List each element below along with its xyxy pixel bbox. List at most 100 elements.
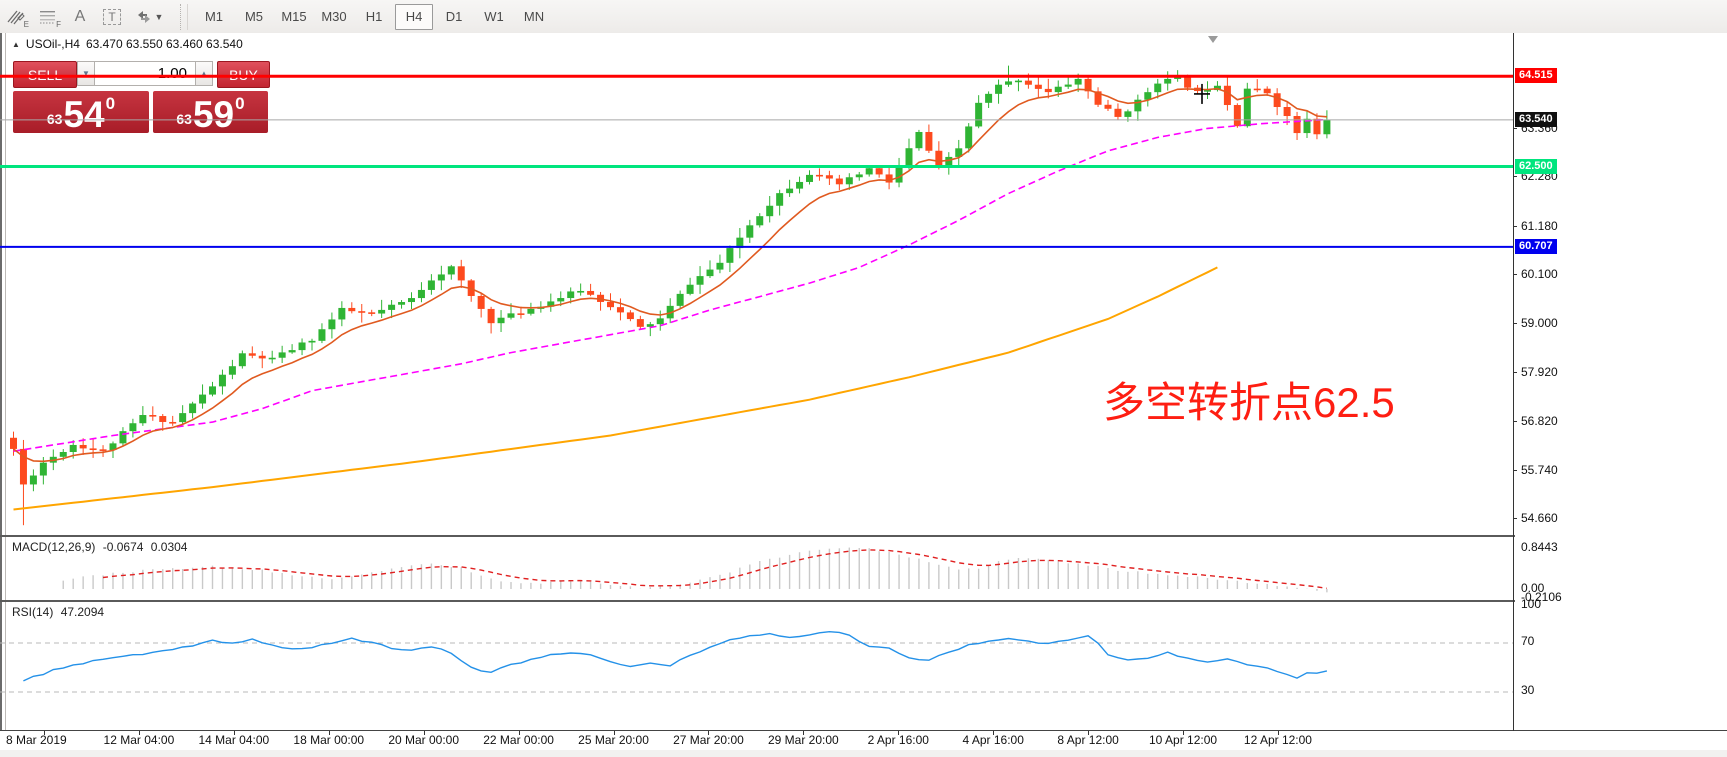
sell-button[interactable]: SELL: [13, 61, 77, 88]
time-tick-label: 10 Apr 12:00: [1149, 733, 1218, 747]
time-tick-mark: [1088, 731, 1090, 735]
price-tick-label: 60.100: [1521, 267, 1558, 282]
price-tick-label: 59.000: [1521, 316, 1558, 331]
sell-price-pip: 0: [105, 94, 116, 113]
candle-up: [308, 340, 316, 343]
candle-up: [547, 301, 555, 307]
candle-up: [656, 318, 664, 325]
label-tool-icon[interactable]: T: [97, 4, 127, 30]
timeframe-button-w1[interactable]: W1: [484, 9, 504, 24]
time-tick-mark: [44, 731, 45, 735]
time-tick-mark: [423, 731, 425, 735]
rsi-line: [23, 630, 1328, 682]
macd-panel[interactable]: [0, 537, 1513, 600]
candle-down: [1273, 93, 1281, 108]
candle-down: [358, 311, 366, 313]
candle-down: [1263, 88, 1271, 94]
candle-down: [10, 437, 17, 449]
toolbar-separator: [180, 3, 188, 30]
rsi-panel[interactable]: [0, 602, 1513, 731]
time-tick-mark: [898, 731, 900, 735]
candle-up: [995, 84, 1003, 94]
draw-lines-tool-icon[interactable]: E: [1, 4, 31, 30]
fibonacci-tool-icon[interactable]: F: [33, 4, 63, 30]
candle-up: [427, 280, 435, 290]
candle-down: [258, 355, 266, 359]
sell-price-display[interactable]: 63 54 0: [13, 91, 149, 133]
candle-up: [228, 366, 236, 375]
dropdown-caret-icon: ▼: [154, 11, 164, 22]
candle-up: [179, 413, 187, 423]
candle-down: [825, 175, 833, 179]
candle-down: [19, 448, 27, 485]
buy-price-display[interactable]: 63 59 0: [153, 91, 268, 133]
fast-ma-line: [13, 87, 1327, 463]
candle-up: [1323, 119, 1331, 135]
macd-signal-line: [102, 549, 1327, 589]
candle-up: [139, 415, 147, 424]
candle-up: [1134, 99, 1142, 112]
candle-up: [786, 188, 794, 194]
panel-separator[interactable]: [0, 535, 1515, 537]
toolbar: E F A T ▼ M1 M5 M15 M30 H1 H4 D1 W1 MN: [0, 0, 1727, 34]
price-tick-label: 55.740: [1521, 462, 1558, 477]
candle-up: [975, 102, 983, 127]
time-tick-label: 27 Mar 20:00: [673, 733, 744, 747]
text-tool-icon[interactable]: A: [74, 7, 86, 25]
rsi-value: 47.2094: [60, 605, 105, 619]
candle-up: [209, 386, 216, 395]
candle-down: [517, 313, 525, 315]
volume-up-button[interactable]: ▲: [195, 61, 213, 86]
candle-up: [199, 394, 207, 404]
volume-input[interactable]: [95, 61, 195, 86]
timeframe-button-m1[interactable]: M1: [204, 9, 224, 24]
candle-down: [1253, 88, 1261, 91]
candle-up: [776, 193, 784, 206]
candle-down: [835, 178, 843, 185]
price-tick-mark: [1513, 518, 1517, 520]
candle-up: [288, 350, 296, 353]
main-chart-panel[interactable]: [0, 33, 1513, 536]
timeframe-button-d1[interactable]: D1: [445, 9, 463, 24]
timeframe-button-h4[interactable]: H4: [395, 3, 433, 30]
timeframe-button-h1[interactable]: H1: [365, 9, 383, 24]
bottom-strip: [0, 750, 1727, 757]
candle-up: [408, 298, 415, 303]
price-axis-border: [1513, 33, 1514, 731]
candle-up: [447, 266, 455, 275]
time-tick-label: 20 Mar 00:00: [388, 733, 460, 747]
chart-annotation-text[interactable]: 多空转折点62.5: [1103, 379, 1395, 426]
candle-down: [487, 308, 495, 324]
collapse-panel-icon[interactable]: ▲: [12, 39, 20, 49]
timeframe-button-m5[interactable]: M5: [244, 9, 264, 24]
time-tick-label: 18 Mar 00:00: [293, 733, 365, 747]
candle-up: [378, 309, 386, 314]
price-badge: 60.707: [1515, 238, 1557, 254]
time-tick-label: 8 Mar 2019: [6, 733, 67, 747]
price-tick-mark: [1513, 128, 1517, 129]
window-left-frame-inner: [5, 33, 6, 757]
candle-up: [796, 181, 804, 189]
candle-up: [686, 284, 694, 294]
price-tick-label: 54.660: [1521, 511, 1558, 526]
volume-down-button[interactable]: ▼: [77, 61, 95, 86]
sell-price-main: 54: [63, 94, 105, 135]
buy-price-pip: 0: [235, 94, 245, 113]
candle-down: [149, 415, 157, 417]
timeframe-button-m15[interactable]: M15: [281, 9, 307, 24]
price-tick-mark: [1513, 421, 1517, 423]
candle-down: [1184, 77, 1192, 88]
mid-ma-line: [13, 118, 1327, 452]
panel-separator[interactable]: [0, 600, 1515, 602]
buy-button[interactable]: BUY: [217, 61, 270, 88]
timeframe-button-m30[interactable]: M30: [321, 9, 347, 24]
candle-up: [1154, 83, 1162, 93]
price-tick-mark: [1513, 225, 1517, 227]
macd-name: MACD(12,26,9): [12, 540, 96, 554]
timeframe-button-mn[interactable]: MN: [523, 9, 545, 24]
arrows-tool-icon[interactable]: ▼: [129, 4, 169, 30]
candle-up: [238, 353, 246, 367]
price-badge: 62.500: [1515, 158, 1557, 174]
time-tick-mark: [613, 731, 615, 735]
candle-up: [577, 290, 585, 293]
